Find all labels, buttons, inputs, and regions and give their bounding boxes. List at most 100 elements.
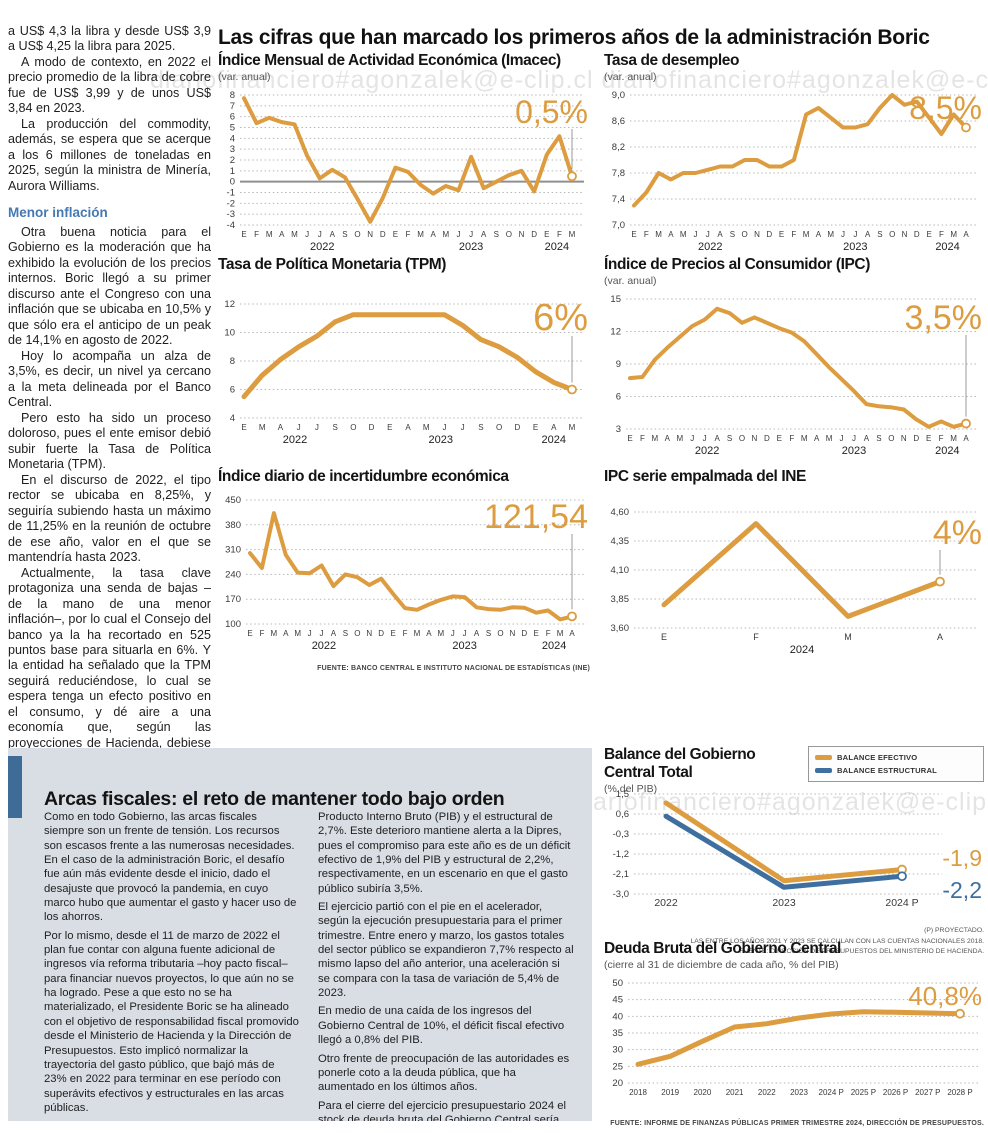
svg-text:-3: -3 [227,209,235,220]
svg-text:2022: 2022 [654,897,678,909]
svg-text:M: M [827,230,834,239]
svg-text:2024: 2024 [542,434,566,446]
svg-text:E: E [533,423,538,432]
fiscal-paragraph: Producto Interno Bruto (PIB) y el estruc… [318,811,571,895]
svg-text:M: M [414,629,421,638]
chart-incertidumbre: Índice diario de incertidumbre económica… [218,468,590,672]
svg-text:100: 100 [225,619,241,630]
balance-legend: BALANCE EFECTIVO BALANCE ESTRUCTURAL [808,746,984,782]
svg-text:A: A [405,423,411,432]
svg-text:M: M [437,629,444,638]
fiscal-column-2: Producto Interno Bruto (PIB) y el estruc… [318,810,574,1121]
svg-text:A: A [717,230,723,239]
svg-text:2024: 2024 [935,241,959,253]
svg-text:M: M [950,230,957,239]
svg-text:6: 6 [230,385,235,396]
svg-text:F: F [640,434,645,443]
svg-text:J: J [703,434,707,443]
chart-title: Balance del Gobierno Central Total [604,746,756,781]
svg-text:M: M [655,230,662,239]
fiscal-text-columns: Como en todo Gobierno, las arcas fiscale… [44,810,574,1121]
fiscal-paragraph: En 2023 el crecimiento del gasto fue de … [44,1119,300,1121]
svg-text:M: M [950,434,957,443]
legend-label: BALANCE EFECTIVO [837,753,918,762]
legend-item-efectivo: BALANCE EFECTIVO [815,751,977,764]
svg-text:O: O [739,434,745,443]
svg-text:M: M [266,230,273,239]
svg-text:A: A [668,230,674,239]
svg-text:12: 12 [224,299,235,310]
svg-text:M: M [417,230,424,239]
svg-text:J: J [461,423,465,432]
svg-text:-4: -4 [227,220,235,231]
deuda-line-chart: 50 45 40 35 30 25 20 2018 2019 2020 2021 2022 2023 20… [604,973,984,1118]
legend-label: BALANCE ESTRUCTURAL [837,766,937,775]
svg-text:9,0: 9,0 [612,90,625,101]
svg-text:S: S [494,230,499,239]
svg-text:D: D [369,423,375,432]
svg-text:S: S [486,629,491,638]
svg-text:-1,2: -1,2 [613,849,629,860]
svg-text:F: F [791,230,796,239]
svg-text:F: F [546,629,551,638]
chart-desempleo: Tasa de desempleo (var. anual) 9,0 8,6 8,2… [604,52,984,260]
svg-text:2023: 2023 [790,1088,808,1097]
svg-text:-0,3: -0,3 [613,829,629,840]
svg-text:2022: 2022 [758,1088,776,1097]
svg-text:A: A [963,230,969,239]
svg-text:2022: 2022 [310,241,334,253]
svg-text:240: 240 [225,569,241,580]
balance-line-chart: 1,5 0,6 -0,3 -1,2 -2,1 -3,0 2022 2023 2024 P -1,9… [604,786,984,925]
svg-text:M: M [569,423,576,432]
svg-text:A: A [278,423,284,432]
footnote: (P) PROYECTADO. [924,927,984,934]
svg-text:-2,1: -2,1 [613,869,629,880]
svg-text:2024 P: 2024 P [819,1088,844,1097]
svg-text:A: A [963,434,969,443]
svg-text:F: F [403,629,408,638]
svg-text:2023: 2023 [452,640,476,652]
svg-text:2024 P: 2024 P [885,897,918,909]
svg-text:A: A [431,230,437,239]
svg-text:8: 8 [230,356,235,367]
svg-text:2025 P: 2025 P [851,1088,876,1097]
svg-text:M: M [271,629,278,638]
svg-text:A: A [814,434,820,443]
svg-text:E: E [241,230,246,239]
svg-text:S: S [343,629,348,638]
svg-text:S: S [332,423,337,432]
svg-text:A: A [330,230,336,239]
svg-text:7,8: 7,8 [612,168,625,179]
svg-text:M: M [826,434,833,443]
svg-text:A: A [474,629,480,638]
svg-text:D: D [764,434,770,443]
svg-text:4,10: 4,10 [611,565,630,576]
source-note: FUENTE: BANCO CENTRAL E INSTITUTO NACION… [317,665,590,672]
svg-text:A: A [481,230,487,239]
svg-text:30: 30 [612,1045,623,1056]
chart-subtitle: (var. anual) [604,71,657,83]
svg-text:J: J [308,629,312,638]
svg-text:N: N [519,230,525,239]
svg-text:D: D [514,423,520,432]
svg-text:3,60: 3,60 [611,623,630,634]
chart-deuda: Deuda Bruta del Gobierno Central (cierre… [604,940,984,1127]
fiscal-section: Arcas fiscales: el reto de mantener todo… [8,748,592,1121]
svg-text:3: 3 [230,144,235,155]
chart-title: Deuda Bruta del Gobierno Central [604,940,841,957]
svg-text:15: 15 [610,294,621,305]
svg-text:2026 P: 2026 P [883,1088,908,1097]
svg-text:9: 9 [616,359,621,370]
svg-text:N: N [754,230,760,239]
article-paragraph: a US$ 4,3 la libra y desde US$ 3,9 a US$… [8,24,211,54]
chart-balance: Balance del Gobierno Central Total (% de… [604,746,984,958]
svg-text:3: 3 [616,424,621,435]
svg-text:50: 50 [612,978,623,989]
svg-text:O: O [888,434,894,443]
svg-text:10: 10 [224,328,235,339]
svg-text:M: M [844,632,852,642]
svg-text:M: M [443,230,450,239]
svg-text:J: J [469,230,473,239]
svg-text:F: F [939,434,944,443]
svg-text:M: M [652,434,659,443]
